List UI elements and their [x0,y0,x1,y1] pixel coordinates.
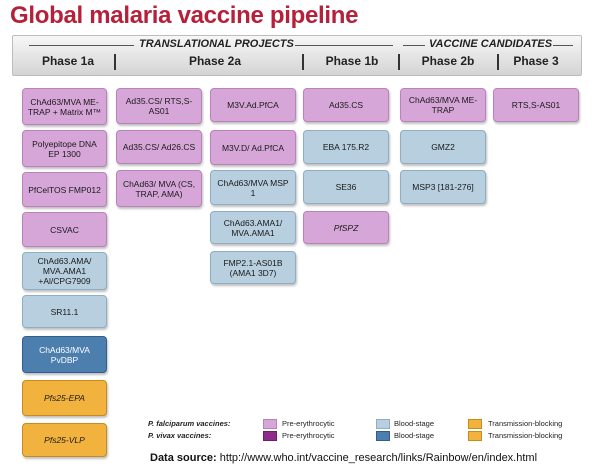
vaccine-card: Pfs25-EPA [22,380,107,416]
vaccine-card: SE36 [303,170,389,204]
translational-rule-right [295,45,393,46]
legend-vivax-label: P. vivax vaccines: [148,431,212,440]
vaccine-card: RTS,S-AS01 [493,88,579,122]
vaccine-card: Ad35.CS [303,88,389,122]
translational-projects-label: TRANSLATIONAL PROJECTS [139,38,294,50]
vaccine-card: FMP2.1-AS01B (AMA1 3D7) [210,251,296,284]
data-source-url: http://www.who.int/vaccine_research/link… [219,452,538,464]
phase-separator [497,54,499,70]
legend-blood-text: Blood-stage [394,419,435,428]
vaccine-card: Ad35.CS/ Ad26.CS [116,130,202,164]
legend-pv-blood-swatch [376,431,390,441]
legend-transmission-text: Transmission-blocking [488,419,563,428]
vaccine-card: ChAd63/MVA ME-TRAP [400,88,486,122]
vaccine-card: ChAd63/MVA MSP 1 [210,170,296,205]
legend-pre-text: Pre-erythrocytic [282,419,335,428]
legend-transmission-text: Transmission-blocking [488,431,563,440]
legend-blood-text: Blood-stage [394,431,435,440]
candidates-rule-right [553,45,573,46]
legend-pf-blood-swatch [376,419,390,429]
vaccine-card: SR11.1 [22,295,107,328]
phase-separator [114,54,116,70]
phase-3-label: Phase 3 [513,54,559,68]
vaccine-card: PfCelTOS FMP012 [22,172,107,207]
vaccine-card: M3V.D/ Ad.PfCA [210,130,296,165]
legend-trn-swatch [468,419,482,429]
vaccine-card: CSVAC [22,212,107,247]
vaccine-candidates-label: VACCINE CANDIDATES [429,38,553,50]
data-source: Data source: http://www.who.int/vaccine_… [150,452,537,464]
vaccine-card: MSP3 [181-276] [400,170,486,204]
vaccine-card: Polyepitope DNA EP 1300 [22,130,107,167]
vaccine-card: EBA 175.R2 [303,130,389,164]
phase-1b-label: Phase 1b [325,54,379,68]
legend-pf-pre-swatch [263,419,277,429]
vaccine-card: ChAd63/MVA PvDBP [22,336,107,373]
phase-2a-label: Phase 2a [188,54,242,68]
legend-falciparum-label: P. falciparum vaccines: [148,419,231,428]
phase-separator [398,54,400,70]
vaccine-card: PfSPZ [303,211,389,244]
phase-2b-label: Phase 2b [421,54,475,68]
phase-1a-label: Phase 1a [41,54,95,68]
legend-pre-text: Pre-erythrocytic [282,431,335,440]
vaccine-card: ChAd63/ MVA (CS, TRAP, AMA) [116,170,202,207]
vaccine-card: GMZ2 [400,130,486,164]
vaccine-card: M3V.Ad.PfCA [210,88,296,122]
vaccine-card: Ad35.CS/ RTS,S-AS01 [116,88,202,124]
legend-trn-swatch [468,431,482,441]
vaccine-card: ChAd63.AMA1/ MVA.AMA1 [210,211,296,244]
legend-pv-pre-swatch [263,431,277,441]
vaccine-card: Pfs25-VLP [22,423,107,457]
vaccine-card: ChAd63/MVA ME-TRAP + Matrix M™ [22,88,107,125]
phase-separator [302,54,304,70]
page-title: Global malaria vaccine pipeline [10,2,359,29]
data-source-label: Data source: [150,452,217,464]
translational-rule-left [29,45,134,46]
vaccine-card: ChAd63.AMA/ MVA.AMA1 +Al/CPG7909 [22,252,107,290]
phase-header: TRANSLATIONAL PROJECTS VACCINE CANDIDATE… [12,35,582,76]
candidates-rule-left [403,45,425,46]
